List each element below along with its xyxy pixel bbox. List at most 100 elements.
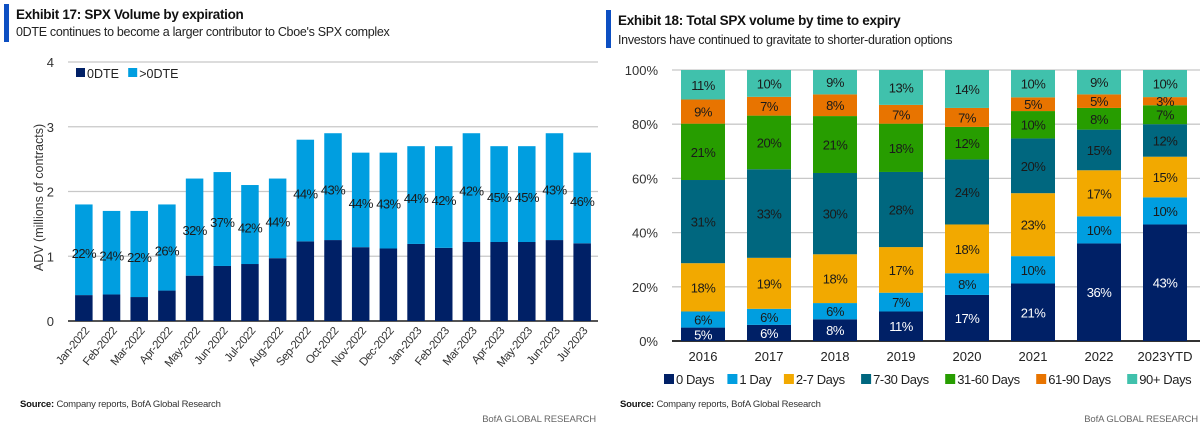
y-tick-label: 60%	[632, 171, 658, 186]
bar-segment-2-7-days	[813, 254, 857, 304]
bar-segment-0dte	[296, 241, 315, 321]
data-label: 7%	[958, 110, 977, 125]
data-label: 7%	[760, 99, 779, 114]
exhibit-17-brand: BofA GLOBAL RESEARCH	[482, 414, 596, 425]
data-label: 6%	[760, 310, 779, 325]
exhibit-17-source: Source: Company reports, BofA Global Res…	[20, 399, 221, 410]
data-label: 18%	[889, 141, 914, 156]
bar-segment-gt-0dte	[241, 185, 259, 265]
data-label: 17%	[1087, 186, 1112, 201]
x-tick-label: 2018	[821, 349, 850, 364]
bar-segment-0-days	[813, 319, 857, 341]
source-label: Source:	[620, 399, 654, 410]
data-label: 7%	[892, 295, 911, 310]
legend-label: 90+ Days	[1139, 372, 1192, 387]
bar-segment-0dte	[351, 247, 370, 321]
data-label: 9%	[694, 105, 713, 120]
bar-segment-90-days	[1143, 70, 1187, 98]
data-label: 30%	[823, 207, 848, 222]
bar-segment-61-90-days	[681, 99, 725, 124]
y-tick-label: 20%	[632, 280, 658, 295]
bar-segment-gt-0dte	[324, 133, 342, 241]
data-label: 10%	[757, 76, 782, 91]
bar-segment-0dte	[379, 248, 398, 321]
bar-segment-gt-0dte	[185, 178, 204, 276]
bar-segment-0dte	[213, 265, 232, 321]
bar-segment-0-days	[1011, 283, 1055, 341]
data-label: 11%	[691, 78, 715, 93]
data-label: 9%	[1090, 75, 1109, 90]
exhibit-18-chart: 0%20%40%60%80%100%5%6%18%31%21%9%11%2016…	[625, 63, 1200, 387]
x-tick-label: 2023YTD	[1138, 349, 1193, 364]
bar-segment-90-days	[1011, 70, 1055, 98]
data-label: 44%	[293, 187, 318, 202]
bar-segment-90-days	[747, 70, 791, 97]
bar-segment-31-60-days	[1077, 107, 1121, 130]
bar-segment-gt-0dte	[351, 152, 370, 248]
x-tick-label: 2019	[887, 349, 916, 364]
bar-segment-0dte	[434, 247, 453, 321]
data-label: 10%	[1087, 223, 1112, 238]
legend-label: 7-30 Days	[873, 372, 930, 387]
data-label: 33%	[757, 207, 782, 222]
legend-swatch-2-7-days	[783, 374, 794, 384]
bar-segment-31-60-days	[1143, 105, 1187, 125]
data-label: 43%	[1153, 276, 1178, 291]
data-label: 17%	[955, 311, 980, 326]
bar-segment-1-day	[813, 303, 857, 320]
bar-segment-0dte	[573, 243, 591, 321]
bar-segment-1-day	[1011, 256, 1055, 284]
data-label: 13%	[889, 80, 914, 95]
data-label: 14%	[955, 82, 980, 97]
legend-swatch-61-90-days	[1036, 374, 1047, 384]
bar-segment-7-30-days	[1143, 124, 1187, 157]
exhibit-17-subtitle: 0DTE continues to become a larger contri…	[16, 25, 390, 39]
bar-segment-7-30-days	[681, 180, 725, 264]
bar-segment-1-day	[681, 311, 725, 328]
bar-segment-0-days	[681, 327, 725, 341]
y-tick-label: 80%	[632, 117, 658, 132]
data-label: 18%	[823, 272, 848, 287]
bar-segment-gt-0dte	[462, 133, 481, 243]
data-label: 12%	[1153, 133, 1178, 148]
data-label: 7%	[1156, 108, 1175, 123]
exhibit-18-brand: BofA GLOBAL RESEARCH	[1084, 414, 1198, 425]
bar-segment-gt-0dte	[268, 178, 287, 259]
data-label: 15%	[1087, 143, 1112, 158]
bar-segment-2-7-days	[681, 263, 725, 312]
bar-segment-gt-0dte	[490, 146, 508, 243]
legend-swatch-90-days	[1127, 374, 1138, 384]
x-tick-label: 2016	[689, 349, 718, 364]
bar-segment-61-90-days	[879, 104, 923, 124]
bar-segment-61-90-days	[813, 94, 857, 117]
data-label: 21%	[691, 145, 716, 160]
exhibit-18-source: Source: Company reports, BofA Global Res…	[620, 399, 821, 410]
y-tick-label: 4	[47, 55, 54, 70]
bar-segment-7-30-days	[1011, 138, 1055, 194]
data-label: 21%	[823, 138, 848, 153]
bar-segment-gt-0dte	[434, 146, 453, 248]
bar-segment-0dte	[490, 242, 508, 321]
y-tick-label: 40%	[632, 226, 658, 241]
data-label: 18%	[691, 280, 716, 295]
legend-label: 0DTE	[87, 67, 119, 81]
data-label: 17%	[889, 263, 914, 278]
bar-segment-0-days	[1077, 243, 1121, 341]
data-label: 18%	[955, 242, 980, 257]
legend-label: 31-60 Days	[957, 372, 1020, 387]
bar-segment-90-days	[681, 70, 725, 100]
bar-segment-90-days	[813, 70, 857, 95]
legend-label: 61-90 Days	[1048, 372, 1111, 387]
legend-swatch-31-60-days	[945, 374, 956, 384]
x-tick-label: 2020	[953, 349, 982, 364]
bar-segment-61-90-days	[945, 107, 989, 127]
bar-segment-2-7-days	[1143, 156, 1187, 198]
data-label: 22%	[72, 246, 97, 261]
data-label: 46%	[570, 194, 595, 209]
bar-segment-2-7-days	[747, 257, 791, 309]
bar-segment-0dte	[130, 297, 148, 321]
data-label: 6%	[694, 313, 713, 328]
bar-segment-0dte	[324, 240, 342, 321]
bar-segment-90-days	[879, 70, 923, 105]
data-label: 21%	[1021, 305, 1046, 320]
